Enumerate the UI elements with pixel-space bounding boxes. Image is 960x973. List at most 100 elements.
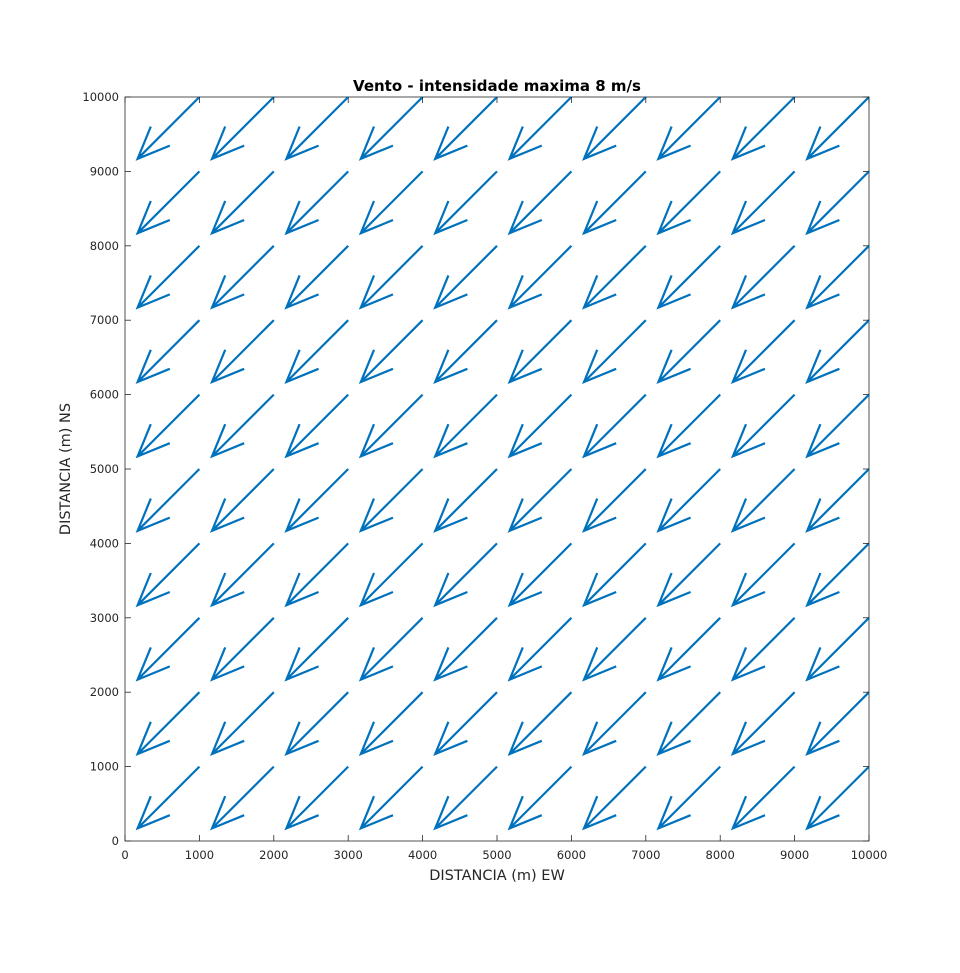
x-tick-label: 1000 (185, 848, 214, 862)
wind-arrow (209, 319, 275, 385)
wind-arrow (730, 765, 796, 831)
wind-arrow (284, 393, 349, 459)
wind-arrow (805, 765, 870, 831)
wind-arrow (358, 245, 424, 310)
wind-arrow (284, 468, 349, 533)
wind-arrow (656, 542, 721, 608)
wind-arrow (209, 393, 275, 459)
wind-arrow (358, 393, 424, 459)
wind-arrow (507, 170, 573, 236)
wind-arrow (209, 542, 275, 608)
wind-arrow (656, 170, 721, 236)
y-axis-title: DISTANCIA (m) NS (58, 403, 74, 535)
y-tick-label: 1000 (90, 760, 119, 774)
wind-arrow (433, 393, 498, 459)
wind-arrow (507, 319, 573, 385)
wind-arrow (805, 170, 870, 236)
y-tick-label: 8000 (90, 239, 119, 253)
wind-arrow (805, 542, 870, 608)
wind-arrow (358, 319, 424, 385)
wind-arrow (656, 319, 721, 385)
y-tick-label: 2000 (90, 685, 119, 699)
x-tick-label: 9000 (780, 848, 809, 862)
y-tick-label: 0 (112, 834, 119, 848)
wind-arrow (805, 96, 870, 161)
wind-arrow (433, 542, 498, 608)
wind-arrow (358, 170, 424, 236)
wind-arrow (581, 393, 647, 459)
x-tick-label: 5000 (482, 848, 511, 862)
wind-arrow (805, 468, 870, 533)
wind-arrow (284, 691, 349, 757)
wind-arrow (507, 96, 573, 161)
wind-arrow (730, 245, 796, 310)
wind-arrow (656, 617, 721, 682)
wind-arrow (433, 245, 498, 310)
y-tick-label: 9000 (90, 164, 119, 178)
wind-arrow (730, 468, 796, 533)
wind-arrow (358, 468, 424, 533)
wind-arrow (209, 691, 275, 757)
wind-arrow (209, 96, 275, 161)
wind-arrow (433, 617, 498, 682)
wind-arrow (805, 319, 870, 385)
x-tick-label: 3000 (334, 848, 363, 862)
x-axis-title: DISTANCIA (m) EW (429, 868, 565, 884)
wind-arrow (805, 691, 870, 757)
wind-arrow (581, 765, 647, 831)
x-tick-label: 2000 (259, 848, 288, 862)
wind-arrow (507, 245, 573, 310)
y-tick-label: 6000 (90, 388, 119, 402)
wind-arrow (433, 319, 498, 385)
wind-arrow (284, 319, 349, 385)
wind-arrow (581, 96, 647, 161)
wind-arrow (581, 691, 647, 757)
wind-arrow (730, 96, 796, 161)
wind-arrow (284, 96, 349, 161)
wind-arrow (730, 542, 796, 608)
wind-arrow (135, 170, 201, 236)
wind-arrow (433, 765, 498, 831)
wind-arrow (135, 319, 201, 385)
x-tick-label: 10000 (851, 848, 888, 862)
wind-arrow (358, 765, 424, 831)
chart-title: Vento - intensidade maxima 8 m/s (353, 77, 641, 95)
wind-arrow (135, 617, 201, 682)
wind-arrow (656, 468, 721, 533)
wind-arrow (135, 96, 201, 161)
wind-arrow (581, 170, 647, 236)
wind-arrow (581, 468, 647, 533)
wind-arrow (730, 319, 796, 385)
wind-arrow (433, 170, 498, 236)
y-tick-label: 5000 (90, 462, 119, 476)
wind-arrow (284, 245, 349, 310)
wind-arrow (135, 393, 201, 459)
wind-arrow (507, 617, 573, 682)
wind-arrow (209, 245, 275, 310)
wind-arrow (284, 170, 349, 236)
x-tick-label: 6000 (557, 848, 586, 862)
wind-arrow (135, 468, 201, 533)
wind-arrow (656, 765, 721, 831)
wind-arrow (135, 542, 201, 608)
wind-arrow (656, 691, 721, 757)
wind-arrow (656, 393, 721, 459)
wind-arrow (581, 245, 647, 310)
arrow-layer (135, 96, 870, 831)
wind-arrow (730, 170, 796, 236)
wind-arrow (135, 691, 201, 757)
wind-arrow (581, 319, 647, 385)
wind-arrow (581, 542, 647, 608)
wind-arrow (209, 468, 275, 533)
y-tick-label: 10000 (82, 90, 119, 104)
wind-arrow (433, 691, 498, 757)
wind-arrow (730, 393, 796, 459)
wind-arrow (805, 393, 870, 459)
wind-arrow (656, 96, 721, 161)
y-tick-label: 4000 (90, 536, 119, 550)
wind-arrow (433, 468, 498, 533)
wind-arrow (135, 245, 201, 310)
x-tick-label: 7000 (631, 848, 660, 862)
wind-arrow (209, 170, 275, 236)
